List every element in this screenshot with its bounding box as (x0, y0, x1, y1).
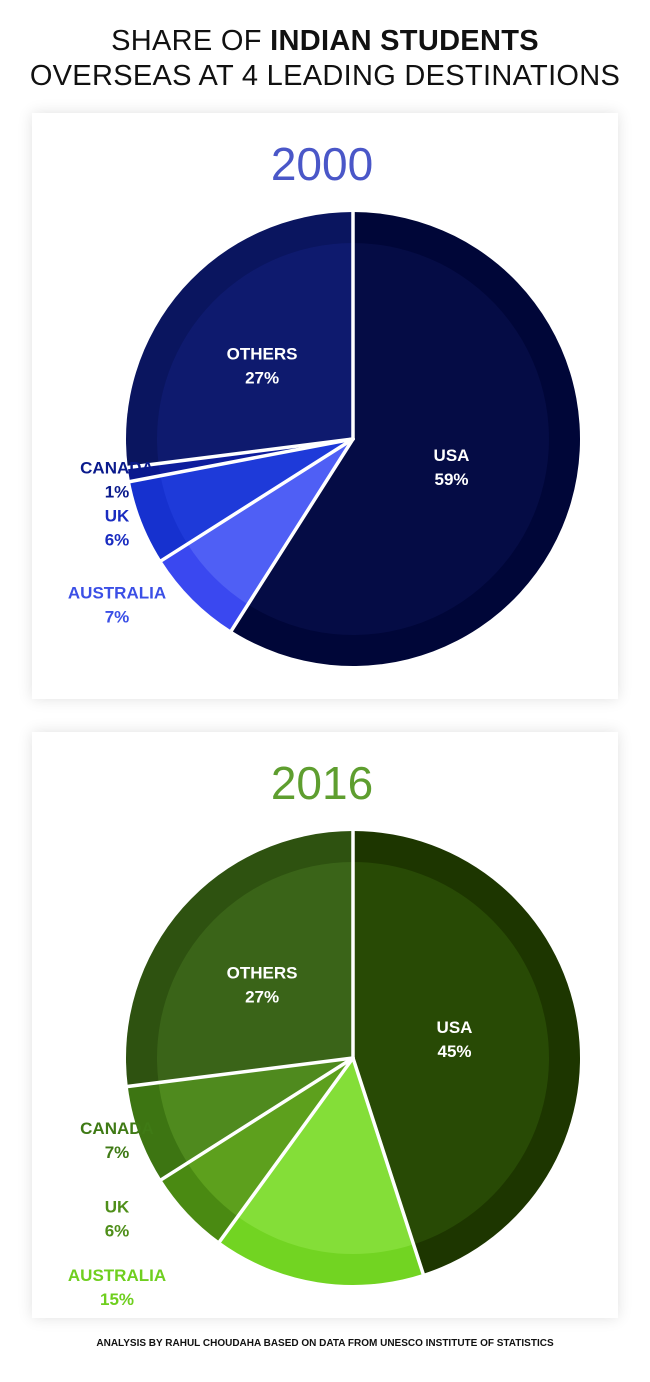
pie-slice-usa-2000 (231, 212, 581, 666)
infographic-title: SHARE OF INDIAN STUDENTS OVERSEAS AT 4 L… (0, 24, 650, 94)
pie-chart-2000: 2000 USA 59% AUSTRALIA 7% UK 6% CANADA 1% OTHERS 2… (68, 138, 581, 666)
slice-value-uk: 6% (105, 1221, 130, 1240)
slice-label-usa: USA 45% (437, 1018, 473, 1061)
slice-category-usa: USA (434, 446, 470, 465)
slice-value-uk: 6% (105, 531, 130, 550)
slice-category-canada: CANADA (80, 459, 154, 478)
slice-face-uk (160, 439, 353, 545)
slice-separator (125, 1056, 355, 1089)
chart-card-2016: 2016 USA 45% AUSTRALIA 15% UK 6% CANADA 7% OTHERS… (32, 732, 618, 1318)
slice-label-uk: UK 6% (105, 507, 130, 550)
source-note: ANALYSIS BY RAHUL CHOUDAHA BASED ON DATA… (96, 1338, 554, 1349)
chart-card-2000: 2000 USA 59% AUSTRALIA 7% UK 6% CANADA 1% OTHERS 2… (32, 113, 618, 699)
slice-category-australia: AUSTRALIA (68, 1266, 166, 1285)
pie-slice-usa-2016 (353, 831, 581, 1274)
slice-category-canada: CANADA (80, 1119, 154, 1138)
pie-slice-uk-2016 (161, 1058, 353, 1242)
slice-separator (229, 437, 355, 634)
title-line-1: SHARE OF INDIAN STUDENTS (0, 24, 650, 59)
slice-label-australia: AUSTRALIA 7% (68, 584, 166, 627)
slice-face-australia (187, 439, 353, 605)
slice-separator (351, 1056, 426, 1277)
pie-slice-canada-2016 (127, 1058, 353, 1180)
slice-category-australia: AUSTRALIA (68, 584, 166, 603)
slice-category-uk: UK (105, 507, 130, 526)
slice-label-canada: CANADA 1% (80, 459, 154, 502)
slice-face-others (157, 243, 353, 464)
slice-label-uk: UK 6% (105, 1197, 130, 1240)
slice-value-australia: 7% (105, 608, 130, 627)
slice-separator (127, 437, 355, 484)
slice-face-canada (158, 1058, 353, 1164)
year-title-2016: 2016 (271, 757, 373, 809)
slice-face-uk (187, 1058, 353, 1217)
slice-value-others: 27% (245, 369, 279, 388)
slice-value-canada: 1% (105, 483, 130, 502)
slice-value-canada: 7% (105, 1143, 130, 1162)
slice-value-others: 27% (245, 988, 279, 1007)
slice-separator (158, 1056, 355, 1182)
slice-value-australia: 15% (100, 1290, 134, 1309)
title-prefix: SHARE OF (111, 25, 271, 57)
slice-category-uk: UK (105, 1197, 130, 1216)
slice-face-usa (353, 862, 550, 1245)
pie-slice-australia-2000 (161, 439, 353, 631)
slice-category-others: OTHERS (227, 345, 298, 364)
slice-label-others: OTHERS 27% (227, 345, 298, 388)
slice-face-others (157, 862, 353, 1083)
pie-slice-others-2000 (126, 212, 354, 468)
pie-slice-others-2016 (126, 831, 354, 1087)
slice-face-usa (247, 243, 549, 635)
slice-category-usa: USA (437, 1018, 473, 1037)
slice-value-usa: 59% (434, 470, 468, 489)
slice-separator (217, 1056, 355, 1245)
slice-label-canada: CANADA 7% (80, 1119, 154, 1162)
slice-face-australia (237, 1058, 414, 1255)
slice-separator (125, 437, 355, 470)
title-line-2: OVERSEAS AT 4 LEADING DESTINATIONS (29, 60, 621, 92)
pie-slice-australia-2016 (219, 1058, 424, 1286)
slice-separator (158, 437, 355, 563)
slice-label-usa: USA 59% (434, 446, 470, 489)
slice-category-others: OTHERS (227, 964, 298, 983)
year-title-2000: 2000 (271, 138, 373, 190)
slice-value-usa: 45% (437, 1042, 471, 1061)
title-emphasis: INDIAN STUDENTS (270, 25, 539, 57)
pie-slice-uk-2000 (130, 439, 353, 561)
slice-label-australia: AUSTRALIA 15% (68, 1266, 166, 1309)
pie-chart-2016: 2016 USA 45% AUSTRALIA 15% UK 6% CANADA 7% OTHERS… (68, 757, 581, 1309)
slice-label-others: OTHERS 27% (227, 964, 298, 1007)
